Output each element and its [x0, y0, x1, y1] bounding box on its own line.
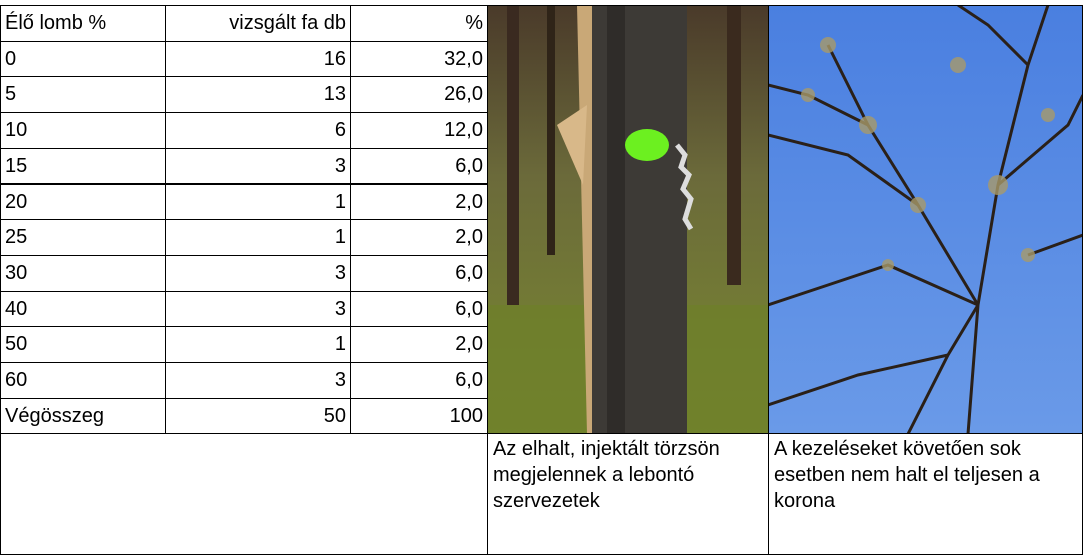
empty-cell	[0, 433, 488, 555]
table-cell: 1	[165, 219, 351, 256]
table-cell: 16	[165, 41, 351, 78]
table-cell: 26,0	[350, 76, 488, 113]
table-cell: 2,0	[350, 326, 488, 363]
table-cell: 2,0	[350, 219, 488, 256]
table-cell: 6,0	[350, 255, 488, 292]
table-cell: 50	[0, 326, 166, 363]
table-cell: 40	[0, 291, 166, 328]
caption: Az elhalt, injektált törzsön megjelennek…	[487, 433, 769, 555]
header-cell: vizsgált fa db	[165, 5, 351, 42]
table-cell: 100	[350, 398, 488, 435]
table-cell: 5	[0, 76, 166, 113]
table-cell: 0	[0, 41, 166, 78]
table-cell: 3	[165, 362, 351, 399]
table-cell: 1	[165, 184, 351, 221]
table-cell: Végösszeg	[0, 398, 166, 435]
table-cell: 10	[0, 112, 166, 149]
header-cell: Élő lomb %	[0, 5, 166, 42]
table-cell: 2,0	[350, 184, 488, 221]
table-cell: 50	[165, 398, 351, 435]
table-cell: 3	[165, 148, 351, 185]
table-cell: 6,0	[350, 362, 488, 399]
table-cell: 6	[165, 112, 351, 149]
table-cell: 1	[165, 326, 351, 363]
header-cell: %	[350, 5, 488, 42]
table-cell: 6,0	[350, 148, 488, 185]
table-cell: 3	[165, 255, 351, 292]
table-cell: 3	[165, 291, 351, 328]
table-cell: 12,0	[350, 112, 488, 149]
caption: A kezeléseket követően sok esetben nem h…	[768, 433, 1083, 555]
table-cell: 6,0	[350, 291, 488, 328]
table-cell: 20	[0, 184, 166, 221]
table-cell: 30	[0, 255, 166, 292]
table-cell: 60	[0, 362, 166, 399]
table-cell: 13	[165, 76, 351, 113]
photo-cell	[768, 5, 1083, 434]
table-cell: 32,0	[350, 41, 488, 78]
table-cell: 25	[0, 219, 166, 256]
photo-cell	[487, 5, 769, 434]
table-cell: 15	[0, 148, 166, 185]
page: Élő lomb %vizsgált fa db%01632,051326,01…	[0, 0, 1083, 555]
